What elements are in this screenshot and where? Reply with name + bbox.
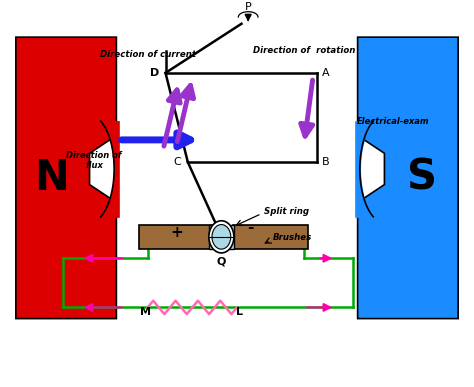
Ellipse shape xyxy=(209,221,234,253)
FancyBboxPatch shape xyxy=(139,225,215,249)
Ellipse shape xyxy=(212,224,231,249)
PathPatch shape xyxy=(16,37,117,319)
Text: L: L xyxy=(236,308,243,317)
Text: -: - xyxy=(247,219,254,235)
Text: Direction of
flux: Direction of flux xyxy=(66,151,122,170)
Text: S: S xyxy=(407,157,438,199)
Text: C: C xyxy=(173,157,181,167)
Text: D: D xyxy=(150,68,159,78)
Text: A: A xyxy=(322,68,329,78)
Text: Direction of  rotation: Direction of rotation xyxy=(253,46,355,55)
Text: Split ring: Split ring xyxy=(264,207,309,216)
Text: Electrical-exam: Electrical-exam xyxy=(357,117,429,126)
FancyBboxPatch shape xyxy=(209,225,234,249)
Text: +: + xyxy=(170,225,183,240)
PathPatch shape xyxy=(357,37,458,319)
Text: Direction of current: Direction of current xyxy=(100,50,196,59)
FancyBboxPatch shape xyxy=(233,225,309,249)
Text: P: P xyxy=(245,2,252,12)
Text: Q: Q xyxy=(217,257,226,267)
Text: N: N xyxy=(34,157,69,199)
Text: B: B xyxy=(322,157,329,167)
Text: M: M xyxy=(140,308,151,317)
Text: Brushes: Brushes xyxy=(273,233,312,242)
